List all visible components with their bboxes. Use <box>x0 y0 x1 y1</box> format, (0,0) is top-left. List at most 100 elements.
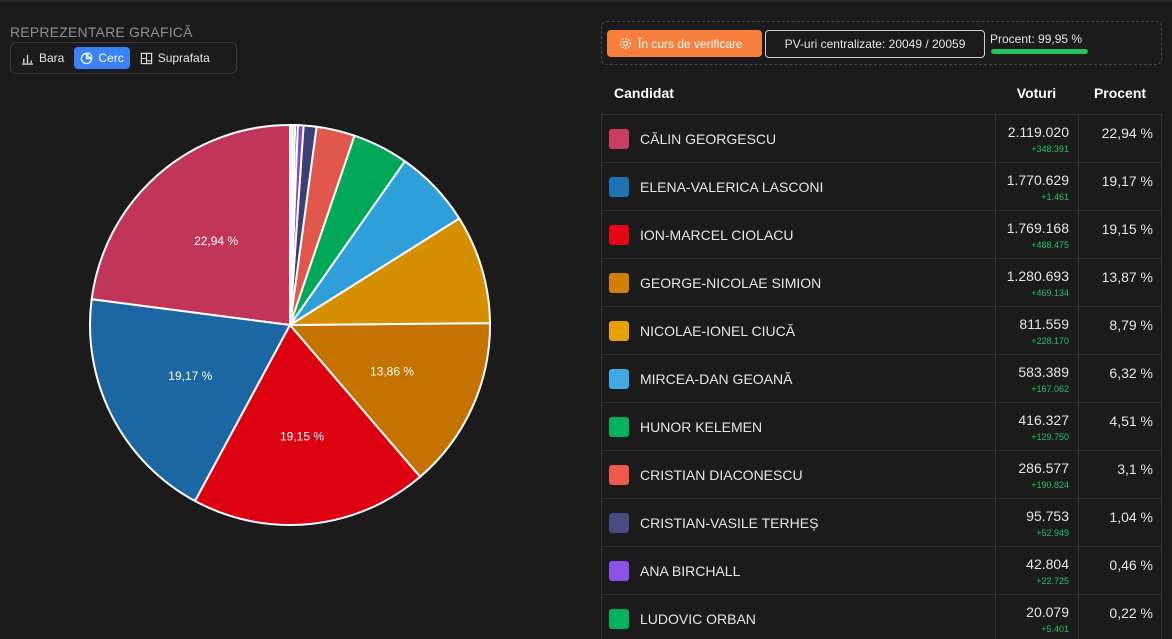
votes-cell: 95.753 +52.949 <box>995 499 1078 546</box>
candidate-cell: CĂLIN GEORGESCU <box>601 115 995 162</box>
section-title: REPREZENTARE GRAFICĂ <box>10 24 193 40</box>
votes-delta: +129.750 <box>1031 432 1069 442</box>
votes-value: 42.804 <box>1026 556 1069 572</box>
table-row[interactable]: ANA BIRCHALL 42.804 +22.725 0,46 % <box>601 546 1162 594</box>
candidate-cell: HUNOR KELEMEN <box>601 403 995 450</box>
bar-view-label: Bara <box>39 51 65 65</box>
candidate-color-swatch <box>609 464 629 485</box>
votes-cell: 20.079 +5.401 <box>995 595 1078 639</box>
candidate-color-swatch <box>609 368 629 389</box>
percent-cell: 19,15 % <box>1078 211 1162 258</box>
treemap-view-button[interactable]: Suprafata <box>134 47 216 69</box>
candidate-name: ION-MARCEL CIOLACU <box>640 226 794 243</box>
percent-cell: 3,1 % <box>1078 451 1162 498</box>
candidate-name: ANA BIRCHALL <box>640 562 741 579</box>
votes-cell: 583.389 +167.062 <box>995 355 1078 402</box>
votes-cell: 2.119.020 +348.391 <box>995 115 1078 162</box>
pie-view-button[interactable]: Cerc <box>74 47 130 69</box>
candidate-name: CĂLIN GEORGESCU <box>640 130 777 147</box>
votes-cell: 811.559 +228.170 <box>995 307 1078 354</box>
votes-value: 20.079 <box>1026 604 1069 620</box>
votes-delta: +488.475 <box>1031 240 1069 250</box>
candidate-cell: ANA BIRCHALL <box>601 547 995 594</box>
candidate-color-swatch <box>609 176 629 197</box>
pie-slice[interactable] <box>289 322 491 478</box>
pie-slice[interactable] <box>289 124 294 326</box>
candidate-cell: GEORGE-NICOLAE SIMION <box>601 259 995 306</box>
percent-cell: 0,46 % <box>1078 547 1162 594</box>
candidate-cell: CRISTIAN-VASILE TERHEȘ <box>601 499 995 546</box>
bar-chart-icon <box>21 54 34 65</box>
votes-delta: +1.461 <box>1041 192 1069 202</box>
candidate-cell: ELENA-VALERICA LASCONI <box>601 163 995 210</box>
candidate-name: ELENA-VALERICA LASCONI <box>640 178 824 195</box>
percent-cell: 8,79 % <box>1078 307 1162 354</box>
pie-chart-svg: 22,94 % 19,17 % 19,15 % 13,86 % <box>89 124 491 526</box>
votes-cell: 1.280.693 +469.134 <box>995 259 1078 306</box>
candidate-name: GEORGE-NICOLAE SIMION <box>640 274 822 291</box>
candidate-column-header: Candidat <box>614 85 674 101</box>
table-row[interactable]: CĂLIN GEORGESCU 2.119.020 +348.391 22,94 % <box>601 114 1162 162</box>
votes-cell: 42.804 +22.725 <box>995 547 1078 594</box>
candidate-cell: ION-MARCEL CIOLACU <box>601 211 995 258</box>
percent-progress-fill <box>991 49 1088 54</box>
table-row[interactable]: HUNOR KELEMEN 416.327 +129.750 4,51 % <box>601 402 1162 450</box>
votes-value: 95.753 <box>1026 508 1069 524</box>
table-row[interactable]: CRISTIAN DIACONESCU 286.577 +190.824 3,1 % <box>601 450 1162 498</box>
votes-value: 1.280.693 <box>1006 268 1069 284</box>
votes-cell: 286.577 +190.824 <box>995 451 1078 498</box>
pv-counter: PV-uri centralizate: 20049 / 20059 <box>765 30 985 58</box>
results-table: Candidat Voturi Procent CĂLIN GEORGESCU 2… <box>601 72 1162 639</box>
candidate-color-swatch <box>609 608 629 629</box>
table-row[interactable]: ION-MARCEL CIOLACU 1.769.168 +488.475 19,15… <box>601 210 1162 258</box>
pie-chart-icon <box>81 52 93 64</box>
votes-delta: +52.949 <box>1036 528 1069 538</box>
table-row[interactable]: ELENA-VALERICA LASCONI 1.770.629 +1.461 19,… <box>601 162 1162 210</box>
candidate-name: LUDOVIC ORBAN <box>640 610 756 627</box>
pie-slice[interactable] <box>194 324 422 526</box>
percent-cell: 4,51 % <box>1078 403 1162 450</box>
table-row[interactable]: GEORGE-NICOLAE SIMION 1.280.693 +469.134 13… <box>601 258 1162 306</box>
status-panel <box>601 21 1162 65</box>
bar-view-button[interactable]: Bara <box>15 47 70 69</box>
pie-data-label: 19,15 % <box>280 429 324 443</box>
candidate-color-swatch <box>609 272 629 293</box>
votes-delta: +228.170 <box>1031 336 1069 346</box>
candidate-name: CRISTIAN DIACONESCU <box>640 466 803 483</box>
votes-delta: +190.824 <box>1031 480 1069 490</box>
pie-data-label: 22,94 % <box>194 234 238 248</box>
candidate-color-swatch <box>609 128 629 149</box>
candidate-name: NICOLAE-IONEL CIUCĂ <box>640 322 796 339</box>
candidate-cell: LUDOVIC ORBAN <box>601 595 995 639</box>
table-header: Candidat Voturi Procent <box>601 72 1162 114</box>
pie-view-label: Cerc <box>98 51 124 65</box>
votes-value: 583.389 <box>1018 364 1069 380</box>
gear-icon <box>620 38 631 49</box>
status-badge: În curs de verificare <box>607 30 762 57</box>
treemap-view-label: Suprafata <box>157 51 210 65</box>
votes-column-header: Voturi <box>1016 85 1057 101</box>
candidate-color-swatch <box>609 560 629 581</box>
votes-value: 416.327 <box>1018 412 1069 428</box>
pie-slice[interactable] <box>289 217 491 326</box>
candidate-color-swatch <box>609 320 629 341</box>
candidate-color-swatch <box>609 416 629 437</box>
pie-slice[interactable] <box>90 124 291 326</box>
votes-delta: +22.725 <box>1036 576 1069 586</box>
top-border <box>0 0 1172 2</box>
percent-cell: 6,32 % <box>1078 355 1162 402</box>
votes-value: 2.119.020 <box>1007 124 1069 140</box>
table-row[interactable]: NICOLAE-IONEL CIUCĂ 811.559 +228.170 8,79 % <box>601 306 1162 354</box>
candidate-name: MIRCEA-DAN GEOANĂ <box>640 370 793 387</box>
votes-value: 811.559 <box>1019 316 1069 332</box>
table-row[interactable]: MIRCEA-DAN GEOANĂ 583.389 +167.062 6,32 % <box>601 354 1162 402</box>
percent-cell: 1,04 % <box>1078 499 1162 546</box>
candidate-name: HUNOR KELEMEN <box>640 418 763 435</box>
table-row[interactable]: CRISTIAN-VASILE TERHEȘ 95.753 +52.949 1,04 … <box>601 498 1162 546</box>
pie-chart: 22,94 % 19,17 % 19,15 % 13,86 % <box>80 115 500 535</box>
pie-slice[interactable] <box>89 298 291 503</box>
table-row[interactable]: LUDOVIC ORBAN 20.079 +5.401 0,22 % <box>601 594 1162 639</box>
candidate-cell: NICOLAE-IONEL CIUCĂ <box>601 307 995 354</box>
percent-progress-bar <box>991 49 1088 54</box>
votes-cell: 1.770.629 +1.461 <box>995 163 1078 210</box>
